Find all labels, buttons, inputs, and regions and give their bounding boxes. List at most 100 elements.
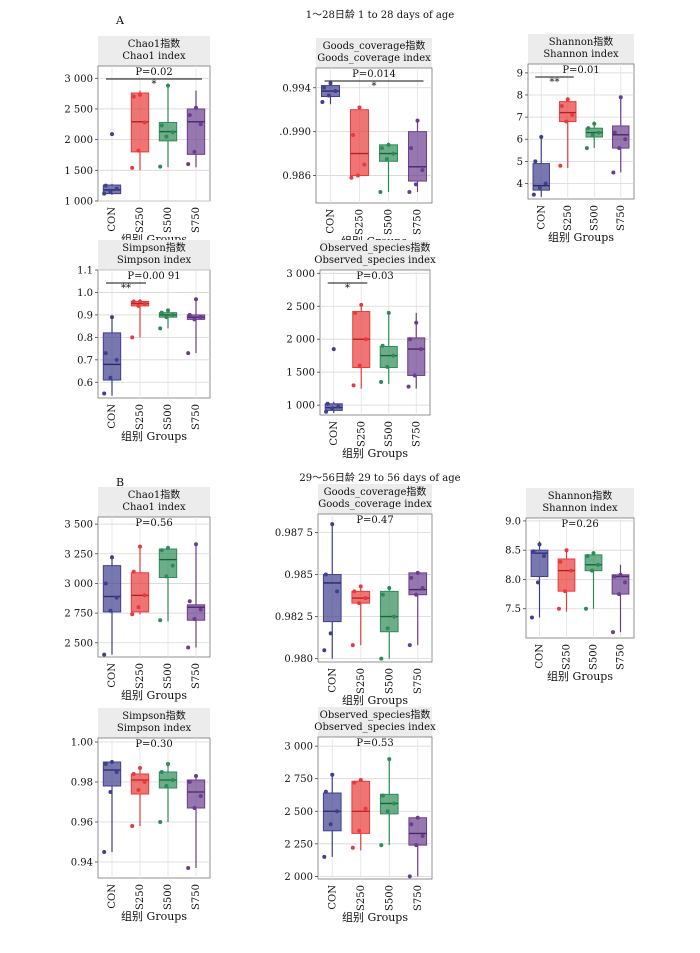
data-point	[363, 596, 368, 601]
panel-title-strip	[528, 34, 634, 64]
panel-subtitle: Goods_coverage index	[318, 499, 432, 510]
data-point	[378, 190, 383, 195]
x-axis-title: 组别 Groups	[121, 909, 187, 923]
data-point	[351, 132, 356, 137]
data-point	[336, 404, 341, 409]
data-point	[322, 85, 327, 90]
y-tick-label: 3 000	[64, 74, 93, 85]
data-point	[564, 548, 569, 553]
data-point	[102, 191, 107, 196]
data-point	[409, 575, 414, 580]
data-point	[407, 874, 412, 879]
p-value-label: P=0.00 91	[127, 271, 180, 282]
data-point	[325, 401, 330, 406]
x-tick-label: S500	[163, 663, 174, 689]
data-point	[198, 607, 203, 612]
data-point	[103, 581, 108, 586]
data-point	[330, 772, 335, 777]
data-point	[380, 592, 385, 597]
data-point	[159, 548, 164, 553]
data-point	[589, 568, 594, 573]
box-body	[408, 131, 427, 182]
p-value-label: P=0.02	[135, 67, 172, 78]
data-point	[585, 554, 590, 559]
panel-title: Goods_coverage指数	[324, 485, 427, 498]
data-point	[537, 542, 542, 547]
data-point	[108, 375, 113, 380]
data-point	[591, 551, 596, 556]
x-tick-label: S750	[191, 663, 202, 689]
data-point	[198, 794, 203, 798]
x-tick-label: S250	[135, 884, 146, 910]
p-value-label: P=0.47	[356, 515, 393, 526]
box-body	[408, 817, 428, 846]
x-tick-label: S500	[163, 404, 174, 430]
x-axis-title: 组别 Groups	[342, 693, 408, 707]
p-value-label: P=0.56	[135, 518, 172, 529]
data-point	[611, 170, 616, 175]
data-point	[418, 347, 423, 352]
data-point	[535, 580, 540, 585]
data-point	[110, 315, 114, 320]
y-tick-label: 1 000	[286, 401, 315, 412]
panel-subtitle: Observed_species index	[314, 255, 436, 266]
data-point	[592, 121, 597, 126]
data-point	[192, 149, 197, 154]
data-point	[187, 113, 192, 118]
data-point	[328, 81, 333, 86]
data-point	[136, 148, 141, 153]
data-point	[158, 164, 163, 169]
data-point	[357, 105, 362, 110]
x-tick-label: CON	[535, 644, 546, 669]
x-tick-label: S500	[384, 668, 395, 694]
data-point	[158, 820, 163, 824]
y-tick-label: 0.994	[282, 83, 311, 94]
data-point	[596, 562, 601, 567]
x-axis-title: 组别 Groups	[121, 429, 187, 443]
significance-label: *	[372, 81, 377, 92]
x-tick-label: CON	[107, 884, 118, 909]
data-point	[108, 608, 113, 613]
data-point	[138, 766, 142, 770]
data-point	[349, 175, 354, 180]
data-point	[186, 162, 191, 167]
data-point	[186, 866, 191, 870]
y-tick-label: 3 250	[64, 549, 93, 560]
data-point	[412, 373, 417, 378]
y-tick-label: 9	[517, 68, 523, 79]
data-point	[618, 572, 623, 577]
data-point	[415, 570, 420, 575]
data-point	[131, 299, 136, 304]
data-point	[556, 606, 561, 611]
y-tick-label: 0.986	[282, 171, 311, 182]
data-point	[385, 809, 390, 814]
data-point	[322, 854, 327, 859]
data-point	[392, 614, 397, 619]
panel-title-strip	[98, 36, 210, 66]
data-point	[136, 303, 141, 308]
y-tick-label: 1.0	[77, 288, 93, 299]
data-point	[187, 780, 192, 784]
data-point	[387, 586, 392, 590]
y-tick-label: 0.94	[71, 858, 93, 869]
x-tick-label: CON	[326, 209, 337, 234]
y-tick-label: 2 000	[64, 135, 93, 146]
section-label-b: B	[116, 476, 124, 489]
data-point	[529, 615, 534, 620]
data-point	[159, 310, 164, 315]
data-point	[142, 780, 147, 784]
data-point	[569, 568, 574, 573]
data-point	[192, 806, 197, 810]
data-point	[142, 120, 147, 125]
y-tick-label: 2 750	[64, 609, 93, 620]
y-tick-label: 0.98	[71, 778, 93, 789]
box-body	[130, 773, 150, 795]
data-point	[142, 593, 147, 598]
x-tick-label: CON	[536, 205, 547, 230]
data-point	[130, 165, 135, 170]
data-point	[391, 151, 396, 156]
